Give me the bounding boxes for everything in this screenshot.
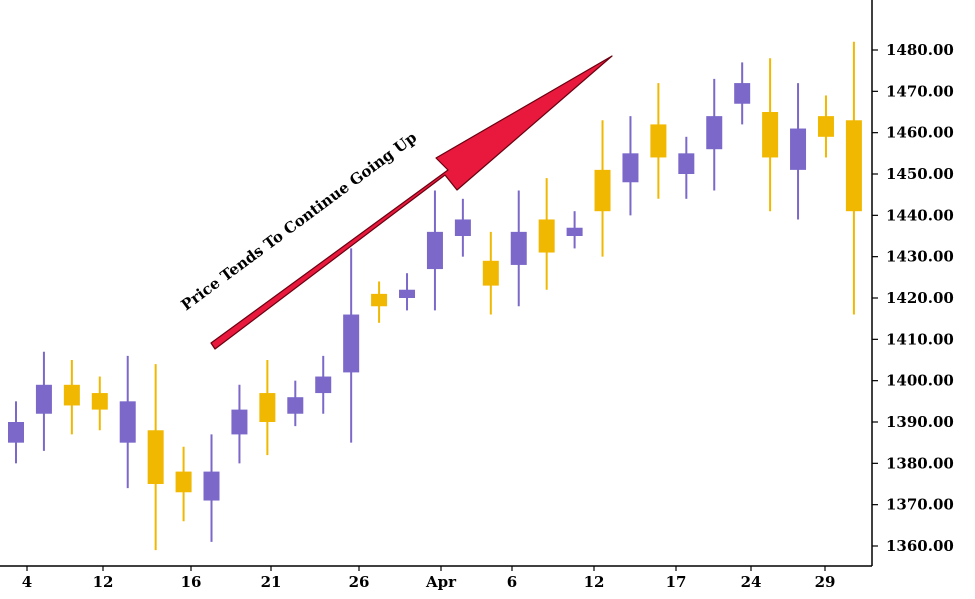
- candle-body: [343, 314, 360, 373]
- candle: [8, 401, 24, 464]
- y-tick-label: 1370.00: [886, 496, 954, 514]
- candle-body: [8, 422, 24, 443]
- y-tick-label: 1420.00: [886, 289, 954, 307]
- candle: [678, 136, 695, 199]
- y-tick-label: 1440.00: [886, 206, 954, 224]
- candle: [454, 198, 471, 257]
- y-tick-label: 1410.00: [886, 330, 954, 348]
- y-tick-label: 1480.00: [886, 41, 954, 59]
- candle-body: [371, 293, 388, 307]
- x-tick-label: 16: [181, 573, 202, 591]
- x-tick-label: 12: [93, 573, 114, 591]
- candle: [203, 434, 220, 542]
- candle-body: [91, 393, 108, 410]
- candle-body: [454, 219, 471, 236]
- candle: [845, 41, 862, 315]
- candle: [231, 384, 248, 464]
- y-tick-label: 1360.00: [886, 537, 954, 555]
- candle: [91, 376, 108, 431]
- candle-body: [399, 289, 416, 298]
- y-tick-label: 1450.00: [886, 165, 954, 183]
- x-tick-label: 24: [741, 573, 762, 591]
- candle-body: [566, 227, 583, 236]
- candle-body: [119, 401, 136, 443]
- candle-body: [287, 397, 304, 414]
- y-tick-label: 1470.00: [886, 82, 954, 100]
- candle: [482, 231, 499, 315]
- candle-body: [35, 384, 52, 414]
- candle-body: [734, 83, 751, 104]
- y-axis-ticks: 1480.00 1470.00 1460.00 1450.00 1440.00 1430.…: [872, 41, 954, 555]
- candle: [399, 273, 416, 311]
- candle: [119, 355, 136, 489]
- candle: [426, 190, 443, 311]
- candle: [510, 190, 527, 307]
- y-tick-label: 1390.00: [886, 413, 954, 431]
- candle-body: [510, 231, 527, 265]
- x-tick-label: 4: [22, 573, 32, 591]
- x-tick-label: 26: [349, 573, 370, 591]
- candle-body: [147, 430, 164, 484]
- candle-body: [817, 116, 834, 137]
- candle-body: [63, 384, 80, 406]
- candle: [343, 248, 360, 443]
- y-tick-label: 1460.00: [886, 124, 954, 142]
- candle-body: [482, 260, 499, 286]
- candle-body: [706, 116, 723, 150]
- candle-body: [762, 112, 779, 158]
- x-tick-label: 29: [815, 573, 836, 591]
- x-tick-label: 12: [584, 573, 605, 591]
- x-tick-label: 17: [666, 573, 687, 591]
- candle: [315, 355, 332, 414]
- x-tick-label: 21: [261, 573, 282, 591]
- y-tick-label: 1430.00: [886, 248, 954, 266]
- candle: [371, 281, 388, 323]
- candle: [734, 62, 751, 125]
- x-tick-label: Apr: [425, 573, 457, 591]
- candle: [790, 83, 807, 220]
- trend-arrow: [210, 55, 613, 350]
- candle: [287, 380, 304, 427]
- candle-body: [259, 393, 276, 422]
- y-tick-label: 1400.00: [886, 372, 954, 390]
- candle-body: [203, 471, 220, 501]
- x-tick-label: 6: [507, 573, 517, 591]
- candle: [35, 351, 52, 451]
- candle: [706, 78, 723, 191]
- candle-body: [622, 153, 639, 183]
- trend-arrow-shape: [210, 55, 613, 350]
- x-axis-ticks: 4 12 16 21 26 Apr 6 12 17 24 29: [22, 566, 836, 591]
- candle-body: [538, 219, 555, 253]
- candle-body: [175, 471, 192, 493]
- candle-body: [594, 169, 611, 212]
- candle-body: [231, 409, 248, 435]
- candle-body: [426, 231, 443, 270]
- y-tick-label: 1380.00: [886, 454, 954, 472]
- candle-body: [845, 120, 862, 212]
- candle: [817, 95, 834, 158]
- candle: [259, 360, 276, 456]
- candle: [594, 120, 611, 257]
- candle: [538, 178, 555, 290]
- candle-body: [315, 376, 332, 394]
- candle-body: [790, 128, 807, 170]
- candle-body: [678, 153, 695, 174]
- candle: [175, 446, 192, 522]
- candle: [63, 360, 80, 435]
- candles-layer: [8, 41, 862, 551]
- candle: [566, 211, 583, 249]
- candle: [147, 364, 164, 551]
- candle-body: [650, 124, 667, 158]
- candle: [622, 116, 639, 216]
- candle: [762, 58, 779, 212]
- candle: [650, 83, 667, 199]
